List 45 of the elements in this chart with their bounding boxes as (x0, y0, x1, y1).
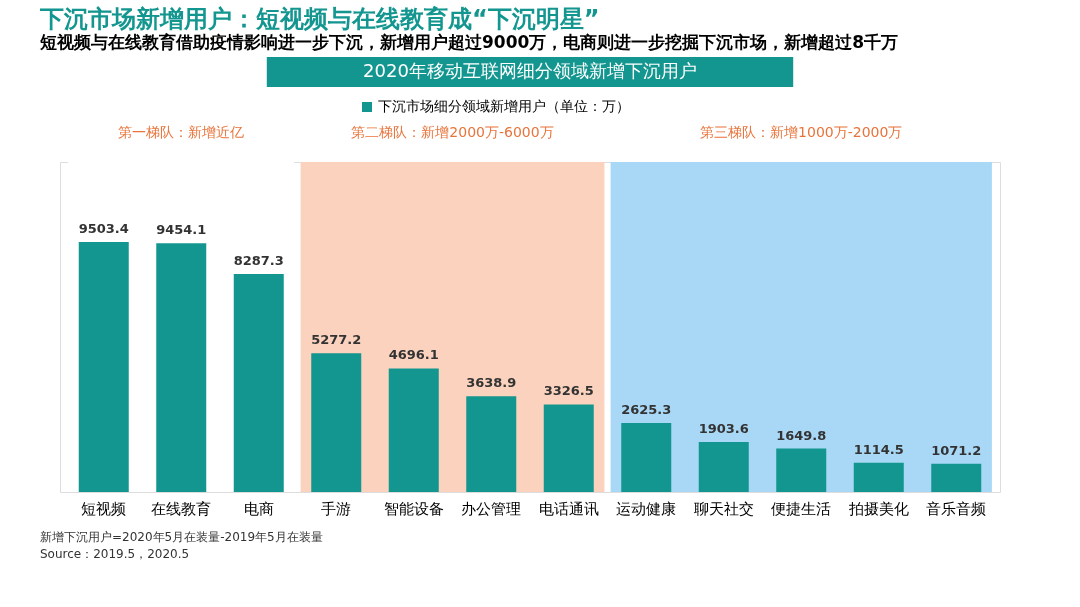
bar (311, 353, 362, 492)
data-label: 9454.1 (156, 222, 207, 238)
data-label: 2625.3 (621, 401, 672, 417)
legend-label: 下沉市场细分领域新增用户（单位：万） (378, 98, 630, 114)
data-label: 1114.5 (853, 441, 904, 457)
x-tick-label: 聊天社交 (693, 500, 754, 518)
x-tick-label: 在线教育 (151, 500, 212, 518)
bar (698, 441, 749, 492)
x-tick-label: 运动健康 (616, 500, 677, 518)
bar (543, 404, 594, 492)
bar (388, 368, 439, 492)
bar (466, 396, 517, 492)
data-label: 5277.2 (311, 332, 362, 348)
source-note: Source：2019.5，2020.5 (40, 547, 190, 561)
bar (621, 422, 672, 492)
bar (233, 273, 284, 492)
x-tick-label: 音乐音频 (926, 500, 987, 518)
data-label: 1649.8 (776, 427, 827, 443)
data-label: 3326.5 (543, 383, 594, 399)
data-label: 1903.6 (698, 420, 749, 436)
x-tick-label: 电商 (243, 500, 274, 518)
x-tick-label: 手游 (321, 500, 352, 518)
data-label: 8287.3 (233, 252, 284, 268)
x-tick-label: 智能设备 (383, 500, 444, 518)
bar (931, 463, 982, 492)
x-tick-label: 便捷生活 (771, 500, 832, 518)
data-label: 3638.9 (466, 375, 517, 391)
bar (156, 243, 207, 492)
data-label: 4696.1 (388, 347, 439, 363)
text: 2020年移动互联网细分领域新增下沉用户 (363, 60, 697, 81)
data-label: 9503.4 (78, 221, 129, 236)
bar (78, 242, 129, 492)
band-label: 第一梯队：新增近亿 (118, 124, 245, 140)
x-tick-label: 拍摄美化 (847, 500, 909, 518)
x-tick-label: 办公管理 (461, 500, 522, 518)
band-label: 第三梯队：新增1000万-2000万 (700, 124, 903, 140)
text: 新增下沉用户=2020年5月在装量-2019年5月在装量 (40, 530, 323, 544)
band-label: 第二梯队：新增2000万-6000万 (351, 124, 554, 140)
bar (776, 448, 827, 492)
chart-subtitle: 短视频与在线教育借助疫情影响进一步下沉，新增用户超过9000万，电商则进一步挖掘下沉市场，新增超过8千万 (39, 32, 899, 52)
chart-title: 下沉市场新增用户：短视频与在线教育成“下沉明星” (39, 5, 600, 33)
x-tick-label: 电话通讯 (538, 500, 599, 518)
bar (853, 462, 904, 492)
data-label: 1071.2 (931, 442, 982, 458)
x-tick-label: 短视频 (81, 500, 127, 518)
